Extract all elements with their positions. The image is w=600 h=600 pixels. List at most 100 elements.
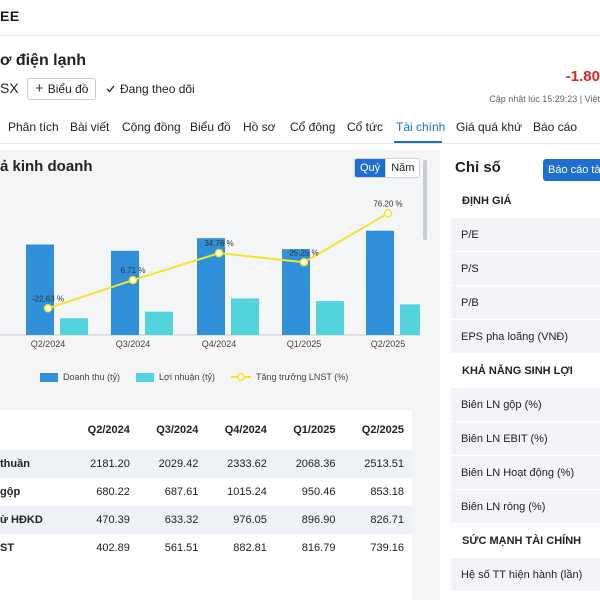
growth-data-label: 76.20 % bbox=[373, 199, 402, 208]
table-cell: 2029.42 bbox=[137, 450, 207, 478]
period-quarter-button[interactable]: Quý bbox=[355, 159, 386, 177]
table-cell: 2333.62 bbox=[206, 450, 275, 478]
growth-data-label: 6.71 % bbox=[121, 266, 146, 275]
tab-reports[interactable]: Báo cáo bbox=[533, 120, 578, 134]
table-cell: 816.79 bbox=[301, 542, 336, 554]
metric-row[interactable]: Biên LN Hoạt động (%) bbox=[451, 456, 600, 490]
table-cell: 882.81 bbox=[233, 542, 267, 554]
tab-dividends[interactable]: Cổ tức bbox=[347, 120, 384, 134]
table-header: Q2/2024 bbox=[87, 424, 130, 436]
row-label: thuần bbox=[0, 450, 70, 478]
row-label: gộp bbox=[0, 486, 21, 498]
growth-data-label: 34.76 % bbox=[204, 239, 233, 248]
metric-row[interactable]: Biên LN ròng (%) bbox=[451, 490, 600, 524]
follow-toggle[interactable]: Đang theo dõi bbox=[106, 82, 195, 96]
tab-posts[interactable]: Bài viết bbox=[70, 120, 110, 134]
table-cell: 976.05 bbox=[206, 506, 275, 534]
follow-label: Đang theo dõi bbox=[120, 82, 195, 96]
table-cell: 950.46 bbox=[301, 486, 336, 498]
row-label: ừ HĐKD bbox=[0, 506, 70, 534]
x-tick-label: Q1/2025 bbox=[287, 339, 322, 349]
bar-profit bbox=[316, 301, 344, 335]
table-cell: 470.39 bbox=[69, 506, 138, 534]
section-title: ả kinh doanh bbox=[0, 158, 93, 175]
financial-report-button[interactable]: Báo cáo tà bbox=[543, 159, 600, 181]
legend-label: Tăng trưởng LNST (%) bbox=[255, 372, 349, 382]
table-header bbox=[0, 410, 69, 450]
table-header: Q3/2024 bbox=[156, 424, 199, 436]
bar-profit bbox=[400, 304, 420, 335]
table-header: Q4/2024 bbox=[224, 424, 267, 436]
table-cell: 561.51 bbox=[164, 542, 199, 554]
legend-label: Doanh thu (tỷ) bbox=[63, 372, 121, 382]
active-tab-indicator bbox=[394, 141, 442, 143]
tab-shareholders[interactable]: Cổ đông bbox=[290, 120, 336, 134]
growth-point bbox=[43, 304, 53, 313]
metric-row[interactable]: EPS pha loãng (VNĐ) bbox=[451, 320, 600, 354]
table-cell: 2068.36 bbox=[274, 450, 344, 478]
price-change: -1.80 bbox=[565, 68, 600, 85]
tab-profile[interactable]: Hồ sơ bbox=[243, 120, 276, 134]
indices-list: ĐỊNH GIÁ P/E P/S P/B EPS pha loãng (VNĐ) KHẢ … bbox=[451, 184, 600, 592]
table-cell: 633.32 bbox=[137, 506, 207, 534]
metric-row[interactable]: Biên LN gộp (%) bbox=[451, 388, 600, 422]
plus-icon: + bbox=[35, 80, 44, 97]
table-row: ST 402.89 561.51 882.81 816.79 739.16 bbox=[0, 534, 412, 562]
chart-legend: Doanh thu (tỷ) Lợi nhuận (tỷ) Tăng trưởn… bbox=[40, 372, 348, 382]
bar-revenue bbox=[26, 244, 54, 335]
chart-button[interactable]: + Biểu đồ bbox=[27, 78, 97, 100]
metric-group-header: KHẢ NĂNG SINH LỢI bbox=[451, 354, 600, 388]
table-cell: 739.16 bbox=[370, 542, 404, 554]
metric-row[interactable]: P/E bbox=[451, 218, 600, 252]
table-row: ừ HĐKD 470.39 633.32 976.05 896.90 826.7… bbox=[0, 506, 412, 534]
row-label: ST bbox=[0, 542, 15, 554]
metric-group-header: ĐỊNH GIÁ bbox=[451, 184, 600, 218]
x-tick-label: Q2/2024 bbox=[31, 339, 66, 349]
bar-revenue bbox=[366, 230, 394, 335]
ticker-symbol: SX bbox=[0, 80, 19, 96]
legend-line-icon bbox=[230, 373, 251, 381]
period-toggle: Quý Năm bbox=[354, 158, 421, 178]
table-header: Q1/2025 bbox=[293, 424, 336, 436]
growth-point bbox=[299, 258, 309, 267]
update-time: Cập nhật lúc 15:29:23 | Việt bbox=[489, 94, 600, 104]
table-row: gộp 680.22 687.61 1015.24 950.46 853.18 bbox=[0, 478, 412, 506]
metric-row[interactable]: Biên LN EBIT (%) bbox=[451, 422, 600, 456]
bar-revenue bbox=[111, 250, 139, 335]
brand-logo-text: EE bbox=[0, 8, 20, 24]
growth-data-label: -22.63 % bbox=[32, 294, 64, 303]
table-header-row: Q2/2024 Q3/2024 Q4/2024 Q1/2025 Q2/2025 bbox=[0, 410, 412, 450]
tab-price-history[interactable]: Giá quá khứ bbox=[456, 120, 523, 134]
tab-community[interactable]: Cộng đồng bbox=[122, 120, 181, 134]
period-year-button[interactable]: Năm bbox=[385, 159, 419, 177]
growth-data-label: 25.25 % bbox=[289, 248, 318, 257]
growth-point bbox=[383, 209, 393, 218]
check-icon bbox=[106, 85, 115, 93]
metric-row[interactable]: P/B bbox=[451, 286, 600, 320]
table-cell: 680.22 bbox=[96, 486, 130, 498]
metric-row[interactable]: Hệ số TT hiện hành (lần) bbox=[451, 558, 600, 592]
chart-button-label: Biểu đồ bbox=[47, 82, 89, 96]
bar-profit bbox=[231, 298, 259, 335]
financial-table: Q2/2024 Q3/2024 Q4/2024 Q1/2025 Q2/2025 … bbox=[0, 410, 412, 600]
table-header: Q2/2025 bbox=[361, 424, 404, 436]
top-bar: EE bbox=[0, 0, 600, 36]
legend-label: Lợi nhuận (tỷ) bbox=[159, 372, 215, 382]
legend-growth[interactable]: Tăng trưởng LNST (%) bbox=[230, 372, 349, 382]
table-cell: 402.89 bbox=[96, 542, 130, 554]
table-row: thuần 2181.20 2029.42 2333.62 2068.36 25… bbox=[0, 450, 412, 478]
scrollbar[interactable] bbox=[423, 160, 427, 240]
tab-financials[interactable]: Tài chính bbox=[396, 120, 446, 134]
table-cell: 687.61 bbox=[164, 486, 199, 498]
table-cell: 2181.20 bbox=[69, 450, 138, 478]
tab-bar: Phân tích Bài viết Cộng đồng Biểu đồ Hồ … bbox=[0, 112, 600, 144]
legend-swatch bbox=[40, 372, 58, 382]
tab-chart[interactable]: Biểu đồ bbox=[190, 120, 231, 134]
tab-analysis[interactable]: Phân tích bbox=[8, 120, 59, 134]
legend-revenue[interactable]: Doanh thu (tỷ) bbox=[40, 372, 120, 382]
legend-profit[interactable]: Lợi nhuận (tỷ) bbox=[136, 372, 215, 382]
business-chart: Q2/2024 Q3/2024 Q4/2024 Q1/2025 Q2/2025 -22.6… bbox=[0, 199, 420, 349]
metric-row[interactable]: P/S bbox=[451, 252, 600, 286]
legend-swatch bbox=[136, 372, 155, 382]
bar-profit bbox=[145, 311, 173, 335]
